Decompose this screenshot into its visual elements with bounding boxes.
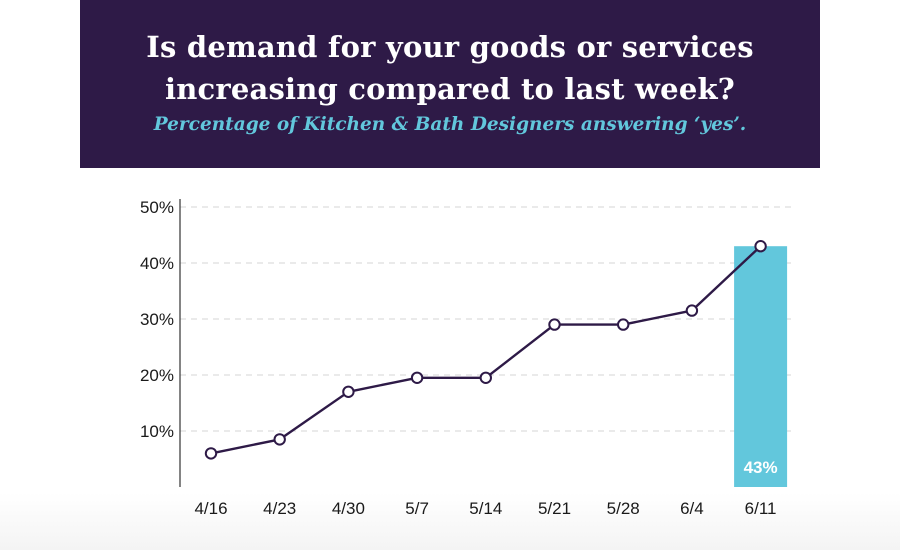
chart-header: Is demand for your goods or services inc… bbox=[80, 0, 820, 168]
data-point bbox=[410, 371, 424, 384]
data-point bbox=[479, 371, 492, 384]
x-tick-label: 6/11 bbox=[745, 499, 777, 518]
chart-title: Is demand for your goods or services inc… bbox=[80, 26, 820, 110]
data-point bbox=[685, 304, 699, 317]
y-tick-label: 40% bbox=[140, 254, 174, 273]
data-point bbox=[617, 318, 630, 331]
data-point bbox=[754, 240, 767, 253]
x-tick-label: 6/4 bbox=[680, 499, 704, 518]
x-tick-label: 4/30 bbox=[332, 499, 365, 518]
y-tick-label: 20% bbox=[140, 366, 174, 385]
x-tick-label: 5/7 bbox=[405, 499, 429, 518]
data-point bbox=[273, 433, 286, 446]
data-point bbox=[548, 318, 561, 331]
data-point bbox=[342, 385, 355, 398]
x-tick-label: 5/14 bbox=[469, 499, 502, 518]
title-line-2: increasing compared to last week? bbox=[165, 72, 735, 106]
x-tick-label: 5/21 bbox=[538, 499, 571, 518]
x-tick-label: 4/16 bbox=[194, 499, 227, 518]
x-tick-label: 5/28 bbox=[607, 499, 640, 518]
grid-layer bbox=[180, 206, 795, 432]
chart-subtitle: Percentage of Kitchen & Bath Designers a… bbox=[153, 114, 747, 135]
x-tick-label: 4/23 bbox=[263, 499, 296, 518]
highlight-bar-layer bbox=[734, 246, 788, 487]
highlight-bar bbox=[734, 246, 788, 487]
highlight-bar-label: 43% bbox=[744, 458, 778, 477]
series-line bbox=[210, 245, 762, 455]
y-tick-label: 10% bbox=[140, 422, 174, 441]
labels-layer: 10% 20% 30% 40% 50% 43% 4/16 4/23 4/30 5/7 5/14 5/2… bbox=[140, 198, 778, 518]
y-tick-label: 50% bbox=[140, 198, 174, 217]
data-points-layer bbox=[204, 240, 767, 460]
y-tick-label: 30% bbox=[140, 310, 174, 329]
title-line-1: Is demand for your goods or services bbox=[146, 30, 754, 64]
series-line-layer bbox=[210, 245, 762, 455]
data-point bbox=[204, 447, 218, 460]
